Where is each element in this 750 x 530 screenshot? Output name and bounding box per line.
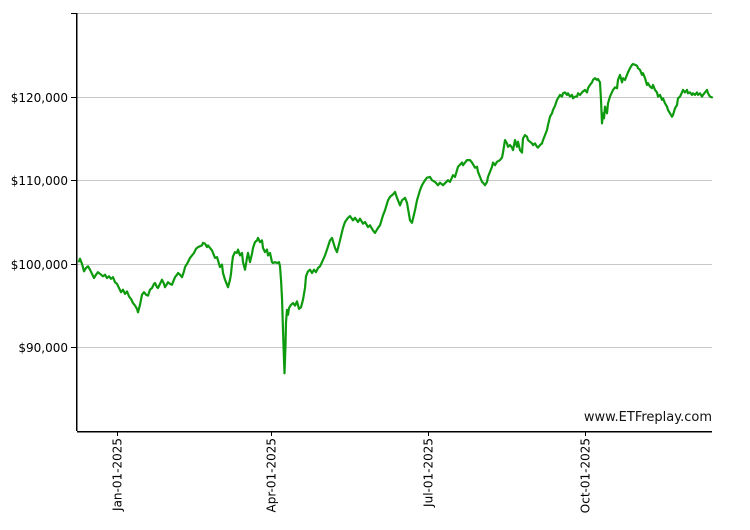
x-axis-tick-label: Oct-01-2025 bbox=[579, 438, 593, 513]
y-axis-tick-label: $110,000 bbox=[11, 174, 68, 188]
x-axis-tick-label: Jan-01-2025 bbox=[111, 438, 125, 512]
price-line bbox=[77, 62, 714, 375]
etfreplay-watermark: www.ETFreplay.com bbox=[583, 410, 712, 425]
x-axis-tick-label: Jul-01-2025 bbox=[422, 438, 436, 508]
y-axis-tick-label: $120,000 bbox=[11, 91, 68, 105]
y-axis-tick-label: $90,000 bbox=[18, 341, 68, 355]
x-axis-tick-label: Apr-01-2025 bbox=[265, 438, 279, 512]
y-axis-tick-label: $100,000 bbox=[11, 258, 68, 272]
